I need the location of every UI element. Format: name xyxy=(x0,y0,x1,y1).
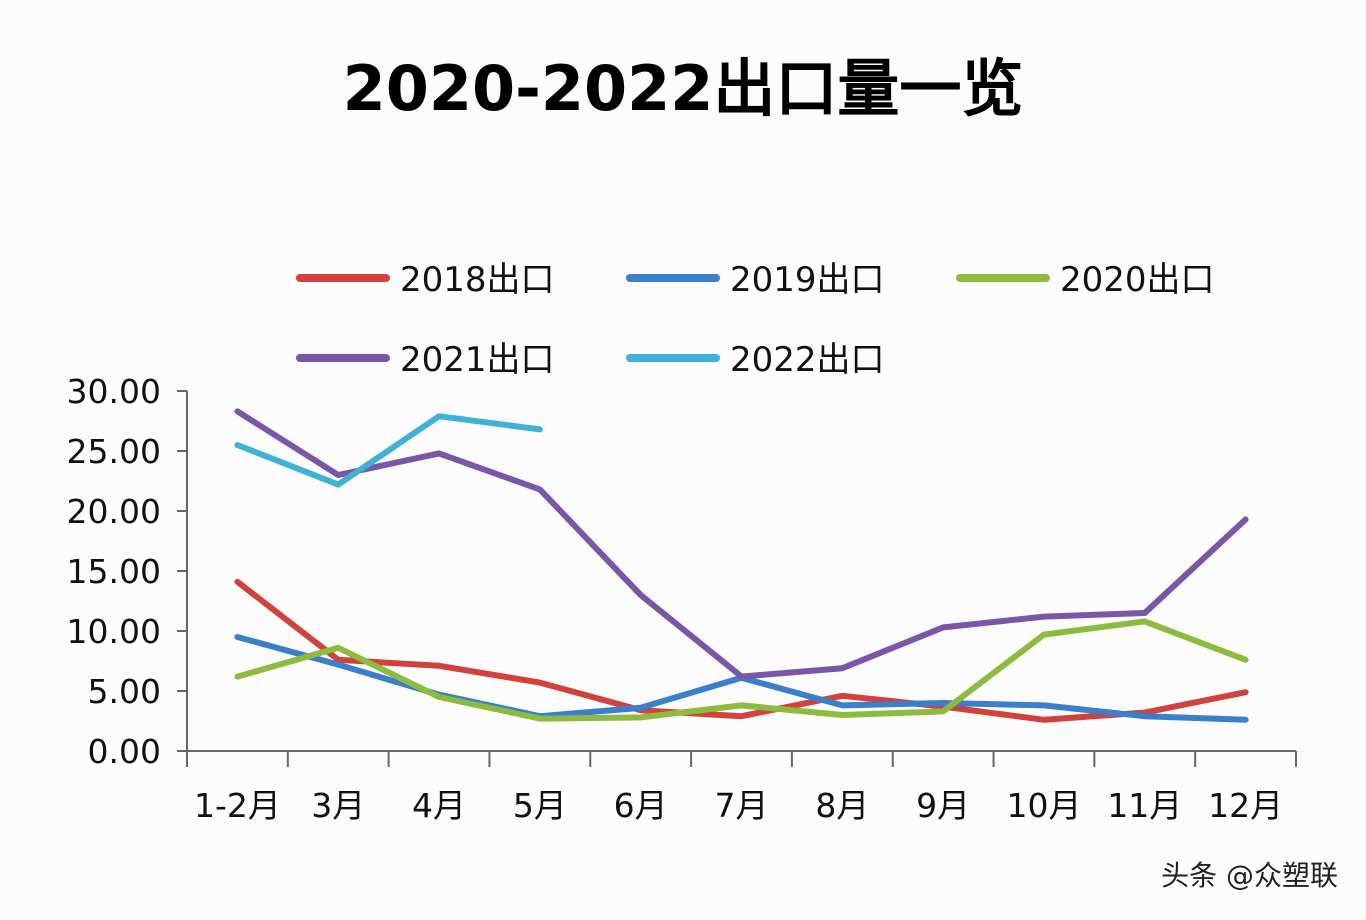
x-tick-label: 9月 xyxy=(916,786,970,825)
legend-label: 2018出口 xyxy=(400,260,555,300)
x-tick-label: 5月 xyxy=(513,786,567,825)
x-tick-label: 6月 xyxy=(614,786,668,825)
y-tick-label: 0.00 xyxy=(88,732,161,771)
legend-label: 2019出口 xyxy=(730,260,885,300)
y-tick-label: 15.00 xyxy=(67,552,161,591)
legend-label: 2021出口 xyxy=(400,340,555,380)
y-tick-label: 10.00 xyxy=(67,612,161,651)
x-tick-label: 11月 xyxy=(1107,786,1182,825)
series-line-2020出口 xyxy=(234,618,1249,722)
series-line-2022出口 xyxy=(234,413,543,488)
watermark: 头条 @众塑联 xyxy=(1161,859,1338,892)
y-tick-label: 20.00 xyxy=(67,492,161,531)
x-tick-label: 1-2月 xyxy=(194,786,281,825)
series-line-2018出口 xyxy=(234,578,1249,723)
x-tick-label: 3月 xyxy=(311,786,365,825)
y-tick-label: 30.00 xyxy=(67,372,161,411)
chart-title: 2020-2022出口量一览 xyxy=(342,52,1024,125)
legend-label: 2020出口 xyxy=(1060,260,1215,300)
legend-label: 2022出口 xyxy=(730,340,885,380)
x-tick-label: 12月 xyxy=(1208,786,1283,825)
x-tick-label: 8月 xyxy=(815,786,869,825)
x-tick-label: 4月 xyxy=(412,786,466,825)
x-tick-label: 10月 xyxy=(1006,786,1081,825)
y-tick-label: 25.00 xyxy=(67,432,161,471)
y-tick-label: 5.00 xyxy=(88,672,161,711)
x-tick-label: 7月 xyxy=(715,786,769,825)
